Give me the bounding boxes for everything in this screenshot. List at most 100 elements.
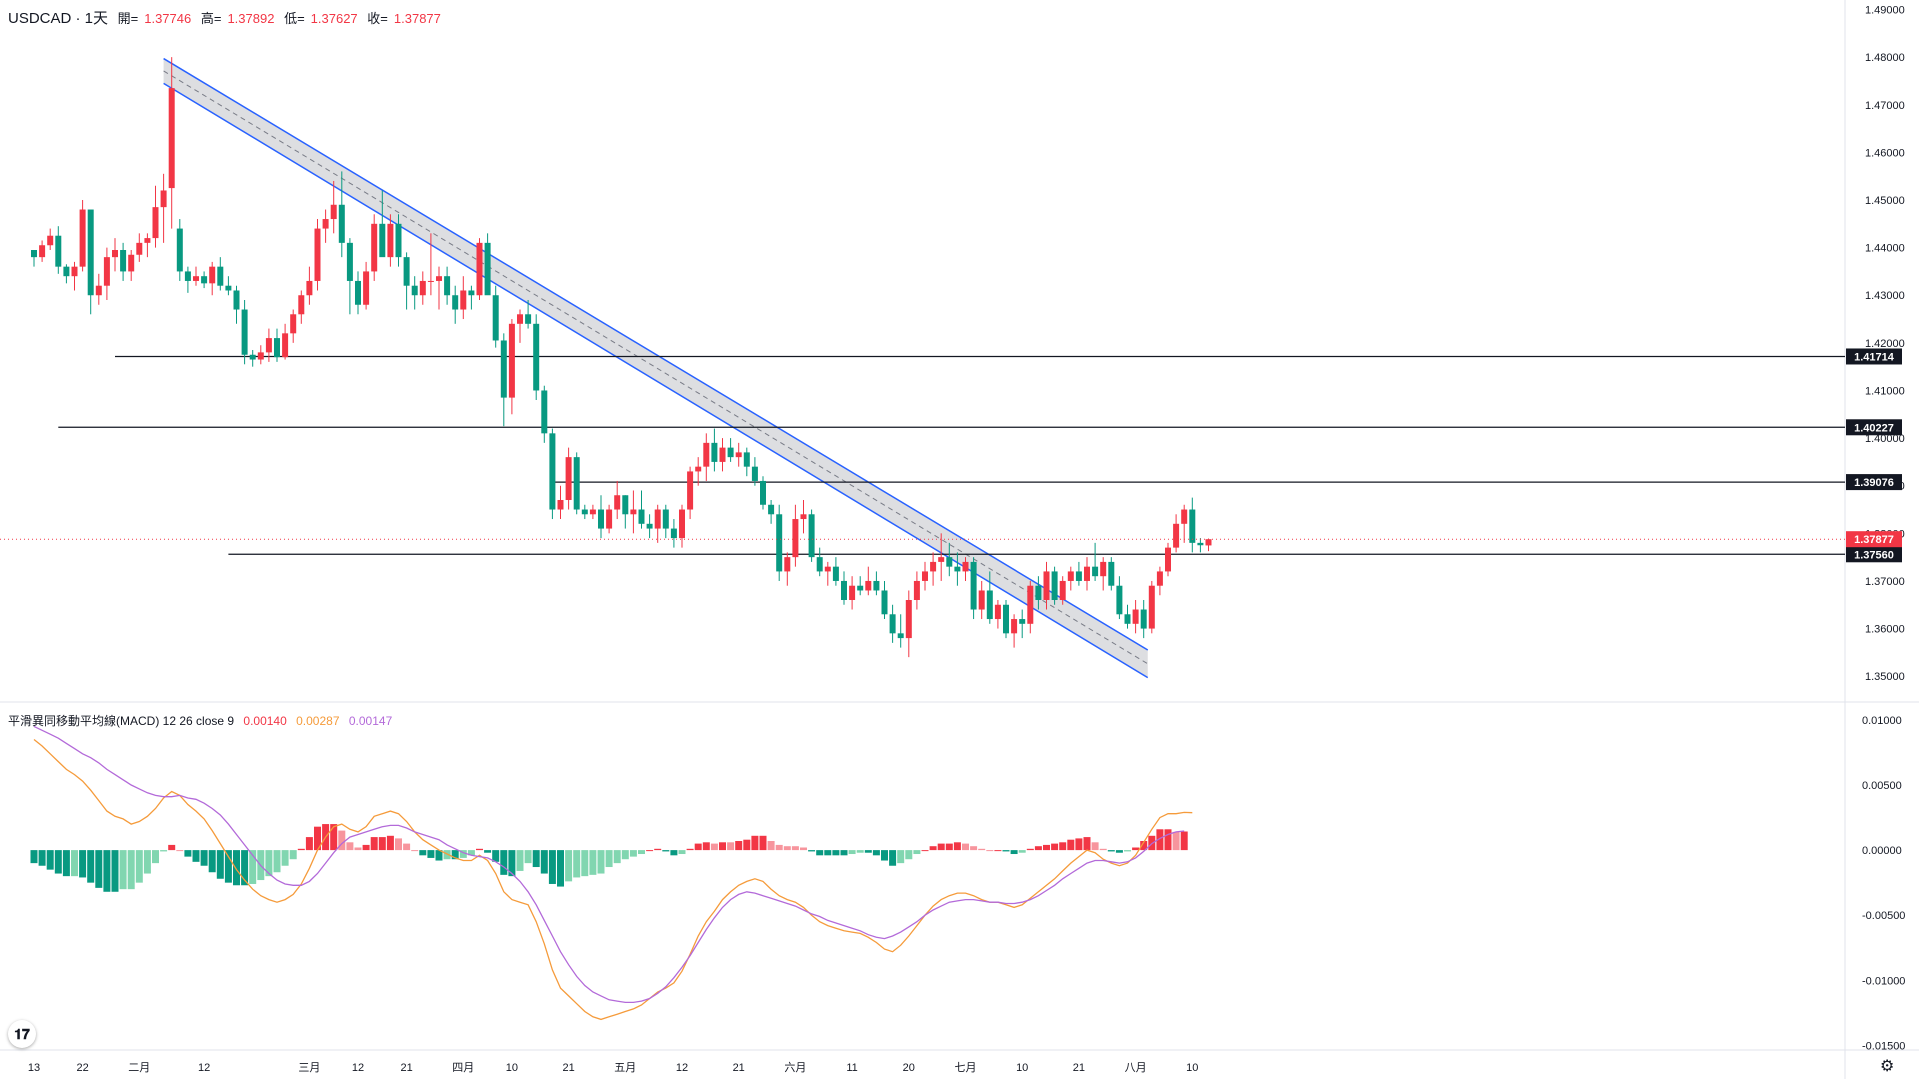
candle-body bbox=[760, 480, 766, 505]
candle-body bbox=[184, 271, 191, 281]
macd-histogram-bar bbox=[241, 850, 249, 886]
macd-histogram-bar bbox=[751, 835, 759, 851]
candle-body bbox=[849, 585, 856, 600]
candle-body bbox=[136, 242, 143, 255]
macd-histogram-bar bbox=[629, 850, 637, 857]
candle-body bbox=[39, 245, 46, 258]
macd-histogram-bar bbox=[1083, 837, 1091, 851]
price-tick-label: 1.48000 bbox=[1865, 52, 1905, 64]
candle-body bbox=[314, 228, 321, 281]
candle-body bbox=[670, 528, 677, 539]
candle-body bbox=[1003, 604, 1009, 634]
candle-body bbox=[484, 242, 491, 296]
candle-body bbox=[476, 242, 483, 296]
candle-body bbox=[355, 280, 361, 305]
candle-body bbox=[427, 280, 434, 282]
macd-histogram-bar bbox=[176, 850, 184, 852]
channel-mid-line bbox=[163, 70, 1149, 665]
price-tick-label: 1.40000 bbox=[1865, 433, 1905, 445]
candle-body bbox=[217, 266, 224, 286]
signal-line bbox=[33, 725, 1185, 1004]
macd-histogram-bar bbox=[476, 848, 483, 851]
candle-body bbox=[573, 457, 580, 510]
candle-body bbox=[1132, 609, 1139, 624]
candle-body bbox=[1148, 585, 1155, 629]
macd-histogram-bar bbox=[1091, 842, 1099, 851]
time-tick-label: 13 bbox=[28, 1062, 40, 1074]
macd-histogram-bar bbox=[160, 850, 168, 852]
candle-body bbox=[711, 442, 718, 462]
candle-body bbox=[371, 223, 378, 272]
candle-body bbox=[1067, 571, 1074, 581]
last-price-tag-label: 1.37877 bbox=[1854, 534, 1894, 546]
candle-body bbox=[768, 504, 775, 515]
candle-body bbox=[290, 314, 297, 334]
macd-histogram-bar bbox=[1010, 850, 1018, 855]
low-label: 低= bbox=[284, 11, 305, 26]
macd-tick-label: 0.00000 bbox=[1862, 845, 1902, 857]
macd-histogram-bar bbox=[330, 824, 338, 851]
time-tick-label: 八月 bbox=[1125, 1062, 1147, 1074]
symbol-label[interactable]: USDCAD · 1天 bbox=[8, 10, 109, 27]
candle-body bbox=[47, 235, 54, 246]
macd-histogram-bar bbox=[856, 850, 864, 853]
candle-body bbox=[703, 442, 710, 467]
macd-signal-value: 0.00147 bbox=[348, 714, 393, 728]
candle-body bbox=[824, 566, 831, 572]
macd-histogram-bar bbox=[143, 850, 151, 874]
macd-line-value: 0.00287 bbox=[296, 714, 340, 728]
candle-body bbox=[298, 295, 305, 315]
candle-body bbox=[71, 266, 78, 277]
price-tick-label: 1.37000 bbox=[1865, 576, 1905, 588]
candle-body bbox=[646, 523, 653, 529]
macd-histogram-bar bbox=[881, 850, 888, 861]
level-price-tag-label: 1.41714 bbox=[1854, 351, 1895, 363]
candle-body bbox=[897, 633, 904, 639]
macd-histogram-bar bbox=[621, 850, 629, 860]
macd-histogram-bar bbox=[694, 843, 702, 851]
macd-histogram-bar bbox=[265, 850, 273, 877]
candle-body bbox=[865, 580, 872, 591]
macd-histogram-bar bbox=[362, 844, 370, 851]
macd-histogram-bar bbox=[581, 850, 589, 877]
time-tick-label: 五月 bbox=[614, 1062, 636, 1074]
macd-histogram-bar bbox=[1164, 829, 1172, 851]
gear-icon[interactable]: ⚙ bbox=[1880, 1058, 1895, 1075]
candle-body bbox=[209, 266, 216, 284]
high-value: 1.37892 bbox=[227, 11, 275, 26]
open-label: 開= bbox=[117, 11, 139, 26]
candle-body bbox=[363, 271, 370, 305]
candle-body bbox=[508, 323, 515, 398]
macd-histogram-bar bbox=[46, 850, 54, 870]
time-tick-label: 10 bbox=[1016, 1062, 1028, 1074]
macd-histogram-bar bbox=[103, 850, 111, 892]
trend-channel-fill bbox=[163, 58, 1148, 678]
candle-body bbox=[1165, 547, 1171, 572]
candle-body bbox=[322, 219, 329, 229]
macd-histogram-bar bbox=[168, 844, 176, 851]
macd-histogram-bar bbox=[662, 850, 670, 852]
time-tick-label: 10 bbox=[1186, 1062, 1198, 1074]
macd-name[interactable]: 平滑異同移動平均線(MACD) 12 26 close 9 bbox=[8, 714, 235, 728]
level-price-tag-label: 1.39076 bbox=[1854, 477, 1894, 489]
candle-body bbox=[687, 471, 694, 510]
macd-histogram-bar bbox=[79, 850, 87, 878]
candle-body bbox=[525, 314, 532, 324]
level-price-tag bbox=[1846, 546, 1902, 563]
candle-body bbox=[152, 207, 159, 239]
candle-body bbox=[55, 235, 62, 267]
close-value: 1.37877 bbox=[393, 11, 441, 26]
tradingview-logo[interactable]: 𝟏𝟕 bbox=[8, 1020, 36, 1048]
time-tick-label: 12 bbox=[198, 1062, 210, 1074]
macd-histogram-bar bbox=[508, 850, 516, 877]
candle-body bbox=[727, 447, 734, 458]
candle-body bbox=[962, 561, 969, 572]
macd-histogram-bar bbox=[1156, 829, 1164, 851]
candle-body bbox=[1108, 561, 1115, 586]
macd-histogram-bar bbox=[524, 850, 532, 864]
macd-histogram-bar bbox=[783, 846, 791, 851]
candle-body bbox=[565, 457, 572, 500]
macd-histogram-bar bbox=[540, 850, 548, 874]
candle-body bbox=[201, 276, 208, 284]
